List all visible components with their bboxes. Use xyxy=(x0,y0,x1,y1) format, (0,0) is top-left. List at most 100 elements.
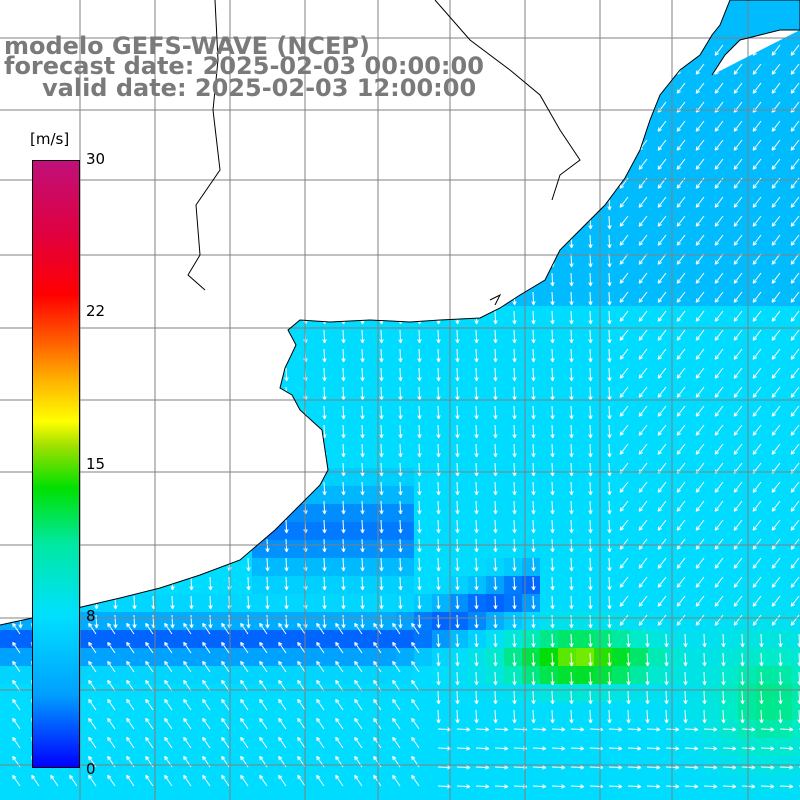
wind-arrow xyxy=(733,443,743,455)
wind-speed-cell xyxy=(576,90,595,109)
wind-speed-cell xyxy=(108,486,127,505)
wind-arrow xyxy=(607,253,612,268)
wind-speed-cell xyxy=(684,558,703,577)
wind-arrow xyxy=(531,215,536,230)
wind-speed-cell xyxy=(90,540,109,559)
wind-speed-cell xyxy=(216,648,235,667)
wind-speed-cell xyxy=(792,72,800,91)
wind-arrow xyxy=(341,576,346,591)
wind-arrow xyxy=(360,272,365,287)
wind-speed-cell xyxy=(504,558,523,577)
wind-arrow xyxy=(18,481,23,496)
wind-arrow xyxy=(664,709,669,724)
wind-arrow xyxy=(722,746,737,751)
wind-speed-cell xyxy=(594,18,613,37)
wind-arrow xyxy=(335,641,344,654)
wind-speed-cell xyxy=(198,666,217,685)
wind-arrow xyxy=(550,158,555,173)
wind-arrow xyxy=(164,679,173,692)
wind-speed-cell xyxy=(198,378,217,397)
wind-speed-cell xyxy=(198,450,217,469)
wind-arrow xyxy=(379,120,384,135)
wind-arrow xyxy=(752,215,762,227)
wind-arrow xyxy=(246,424,251,439)
wind-speed-cell xyxy=(252,594,271,613)
wind-arrow xyxy=(208,196,213,211)
wind-speed-cell xyxy=(774,324,793,343)
wind-arrow xyxy=(113,557,118,572)
wind-speed-cell xyxy=(0,504,19,523)
wind-arrow xyxy=(12,679,21,692)
wind-speed-cell xyxy=(504,576,523,595)
wind-speed-cell xyxy=(342,630,361,649)
wind-speed-cell xyxy=(522,648,541,667)
wind-arrow xyxy=(531,44,536,59)
wind-arrow xyxy=(733,120,743,132)
wind-arrow xyxy=(676,595,686,607)
wind-arrow xyxy=(493,158,498,173)
wind-arrow xyxy=(170,329,175,344)
wind-speed-cell xyxy=(558,558,577,577)
wind-speed-cell xyxy=(378,270,397,289)
wind-arrow xyxy=(113,253,118,268)
wind-arrow xyxy=(550,367,555,382)
wind-arrow xyxy=(227,196,232,211)
wind-speed-cell xyxy=(126,630,145,649)
wind-arrow xyxy=(417,405,422,420)
wind-arrow xyxy=(714,215,724,227)
wind-speed-cell xyxy=(504,774,523,793)
wind-arrow xyxy=(341,462,346,477)
wind-speed-cell xyxy=(702,774,721,793)
wind-speed-cell xyxy=(234,324,253,343)
wind-arrow xyxy=(12,736,21,749)
wind-speed-cell xyxy=(360,342,379,361)
wind-arrow xyxy=(341,614,346,629)
wind-arrow xyxy=(183,641,192,654)
wind-arrow xyxy=(474,690,479,705)
wind-arrow xyxy=(436,386,441,401)
wind-arrow xyxy=(126,698,135,711)
wind-speed-cell xyxy=(504,630,523,649)
wind-arrow xyxy=(569,462,574,477)
wind-speed-cell xyxy=(324,558,343,577)
wind-speed-cell xyxy=(432,486,451,505)
wind-arrow xyxy=(721,652,726,667)
wind-speed-cell xyxy=(108,612,127,631)
wind-arrow xyxy=(107,660,116,673)
wind-speed-cell xyxy=(234,342,253,361)
wind-speed-cell xyxy=(468,162,487,181)
wind-arrow xyxy=(246,158,251,173)
wind-arrow xyxy=(619,405,629,417)
wind-speed-cell xyxy=(630,630,649,649)
wind-arrow xyxy=(455,652,460,667)
wind-arrow xyxy=(265,424,270,439)
wind-arrow xyxy=(455,462,460,477)
wind-speed-cell xyxy=(612,18,631,37)
wind-speed-cell xyxy=(324,216,343,235)
wind-arrow xyxy=(18,386,23,401)
wind-speed-cell xyxy=(252,234,271,253)
wind-speed-cell xyxy=(612,612,631,631)
wind-arrow xyxy=(626,633,631,648)
wind-arrow xyxy=(607,633,612,648)
wind-speed-cell xyxy=(144,720,163,739)
wind-speed-cell xyxy=(360,666,379,685)
wind-arrow xyxy=(392,660,401,673)
wind-arrow xyxy=(646,746,661,751)
wind-arrow xyxy=(512,424,517,439)
wind-arrow xyxy=(379,500,384,515)
wind-speed-cell xyxy=(162,144,181,163)
wind-speed-cell xyxy=(306,108,325,127)
wind-speed-cell xyxy=(324,648,343,667)
wind-speed-cell xyxy=(684,252,703,271)
wind-arrow xyxy=(512,709,517,724)
wind-speed-cell xyxy=(720,792,739,800)
wind-speed-cell xyxy=(144,144,163,163)
wind-speed-cell xyxy=(234,270,253,289)
wind-speed-cell xyxy=(738,594,757,613)
wind-arrow xyxy=(417,443,422,458)
wind-speed-cell xyxy=(306,594,325,613)
wind-speed-cell xyxy=(756,414,775,433)
wind-arrow xyxy=(398,234,403,249)
wind-arrow xyxy=(771,158,781,170)
